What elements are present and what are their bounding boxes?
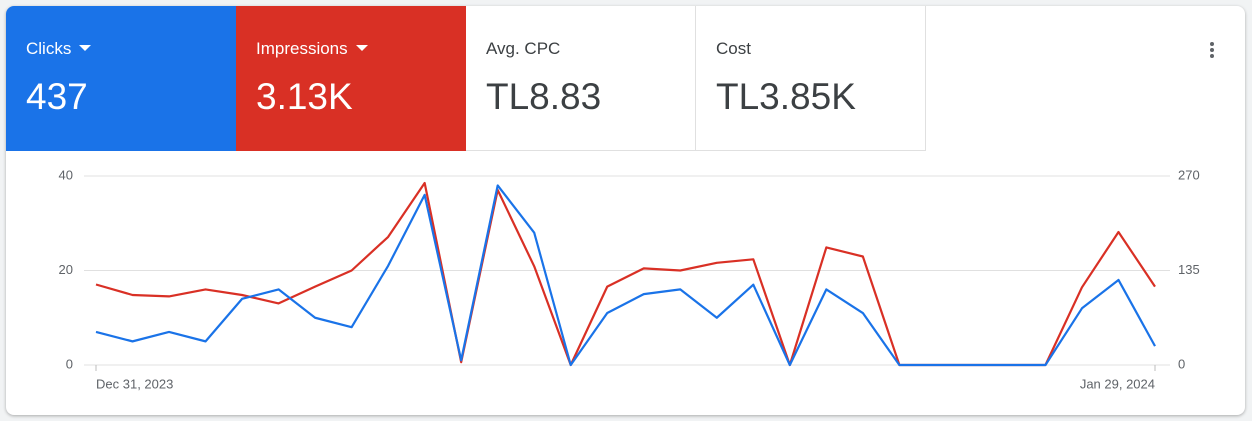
scorecard-label: Avg. CPC	[486, 39, 561, 58]
x-tick-label: Jan 29, 2024	[1080, 376, 1155, 391]
scorecard[interactable]: Impressions 3.13K	[236, 6, 466, 151]
y2-tick-label: 0	[1178, 356, 1185, 371]
y2-tick-label: 135	[1178, 262, 1200, 277]
series-line	[95, 181, 1156, 367]
dropdown-arrow[interactable]	[79, 45, 92, 51]
y-tick-label: 0	[66, 356, 73, 371]
scorecard-label: Cost	[716, 39, 751, 58]
scorecard-label: Impressions	[256, 39, 348, 58]
scorecard[interactable]: Avg. CPC TL8.83	[466, 6, 696, 151]
y-tick-label: 20	[59, 262, 73, 277]
x-tick-label: Dec 31, 2023	[96, 376, 173, 391]
y-tick-label: 40	[59, 167, 73, 182]
more-menu[interactable]	[1202, 40, 1222, 60]
scorecard[interactable]: Cost TL3.85K	[696, 6, 926, 151]
scorecard[interactable]: Clicks 437	[6, 6, 236, 151]
scorecard-value: TL3.85K	[716, 76, 856, 117]
dropdown-arrow[interactable]	[355, 45, 368, 51]
scorecard-label: Clicks	[26, 39, 72, 58]
card: Clicks 437 Impressions 3.13K Avg. CPC TL8.83 C…	[6, 6, 1245, 415]
y2-tick-label: 270	[1178, 167, 1200, 182]
scorecard-value: 437	[26, 76, 88, 117]
scorecard-value: 3.13K	[256, 76, 353, 117]
scorecard-value: TL8.83	[486, 76, 602, 117]
series-line	[95, 184, 1156, 367]
